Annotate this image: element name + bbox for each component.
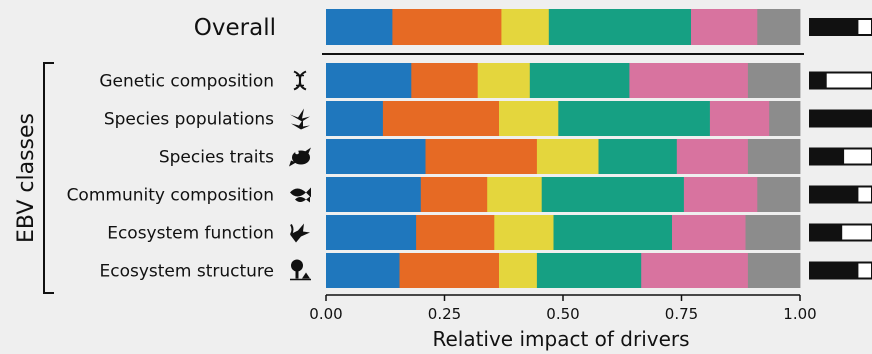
x-tick-label: 0.75 bbox=[665, 305, 698, 323]
ecosystem-function-segment-4 bbox=[553, 215, 673, 250]
species-populations-segment-1 bbox=[326, 101, 384, 136]
x-tick-label: 0.25 bbox=[428, 305, 461, 323]
row-ecosystem-function: Ecosystem function bbox=[107, 215, 801, 250]
row-label-species-populations: Species populations bbox=[104, 110, 274, 130]
community-composition-segment-2 bbox=[420, 177, 488, 212]
ecosystem-function-segment-5 bbox=[672, 215, 746, 250]
ebv-bracket bbox=[43, 62, 54, 294]
ecosystem-structure-segment-6 bbox=[747, 253, 801, 288]
birds-icon bbox=[290, 108, 310, 130]
genetic-composition-segment-3 bbox=[477, 63, 531, 98]
ecosystem-function-indicator-fill bbox=[810, 224, 843, 241]
ecosystem-structure-segment-4 bbox=[536, 253, 642, 288]
overall-segment-2 bbox=[392, 9, 502, 45]
species-traits-indicator-fill bbox=[810, 148, 845, 165]
ecosystem-function-segment-6 bbox=[745, 215, 801, 250]
species-populations-segment-5 bbox=[709, 101, 770, 136]
community-composition-segment-3 bbox=[487, 177, 543, 212]
species-populations-indicator-fill bbox=[810, 110, 872, 127]
species-traits-segment-1 bbox=[326, 139, 426, 174]
rows-group: Genetic composition Species populations Sp… bbox=[67, 63, 801, 288]
fish-group-icon bbox=[290, 187, 311, 203]
species-traits-segment-6 bbox=[747, 139, 801, 174]
bird-plant-icon bbox=[290, 223, 310, 243]
y-axis-label: EBV classes bbox=[14, 113, 39, 243]
overall-segment-1 bbox=[326, 9, 393, 45]
overall-segment-5 bbox=[691, 9, 758, 45]
dna-icon bbox=[293, 70, 307, 91]
ecosystem-structure-segment-1 bbox=[326, 253, 400, 288]
community-composition-segment-5 bbox=[683, 177, 758, 212]
x-tick-label: 0.00 bbox=[309, 305, 342, 323]
ecosystem-structure-segment-5 bbox=[641, 253, 749, 288]
overall-indicator-fill bbox=[810, 19, 859, 35]
species-populations-segment-6 bbox=[769, 101, 801, 136]
row-ecosystem-structure: Ecosystem structure bbox=[100, 253, 801, 288]
ecosystem-function-segment-3 bbox=[494, 215, 554, 250]
community-composition-segment-1 bbox=[326, 177, 422, 212]
overall-group: Overall bbox=[194, 9, 801, 45]
community-composition-segment-4 bbox=[541, 177, 685, 212]
row-species-traits: Species traits bbox=[159, 139, 801, 174]
species-traits-segment-5 bbox=[676, 139, 749, 174]
overall-segment-6 bbox=[757, 9, 801, 45]
species-populations-segment-3 bbox=[499, 101, 559, 136]
genetic-composition-segment-5 bbox=[629, 63, 749, 98]
genetic-composition-segment-2 bbox=[411, 63, 479, 98]
ecosystem-function-segment-2 bbox=[416, 215, 495, 250]
community-composition-segment-6 bbox=[757, 177, 801, 212]
species-traits-segment-3 bbox=[536, 139, 599, 174]
row-label-species-traits: Species traits bbox=[159, 148, 274, 168]
row-label-ecosystem-function: Ecosystem function bbox=[107, 224, 274, 244]
overall-segment-4 bbox=[548, 9, 692, 45]
genetic-composition-segment-1 bbox=[326, 63, 412, 98]
overall-segment-3 bbox=[501, 9, 550, 45]
ecosystem-structure-segment-3 bbox=[499, 253, 538, 288]
x-tick-label: 1.00 bbox=[783, 305, 816, 323]
frog-icon bbox=[289, 147, 311, 167]
ecosystem-function-segment-1 bbox=[326, 215, 417, 250]
species-populations-segment-4 bbox=[558, 101, 711, 136]
genetic-composition-segment-4 bbox=[529, 63, 630, 98]
species-populations-segment-2 bbox=[382, 101, 500, 136]
x-axis-label: Relative impact of drivers bbox=[432, 327, 689, 351]
row-genetic-composition: Genetic composition bbox=[99, 63, 801, 98]
x-tick-label: 0.50 bbox=[546, 305, 579, 323]
overall-label: Overall bbox=[194, 15, 276, 41]
ecosystem-structure-indicator-fill bbox=[810, 262, 859, 279]
row-species-populations: Species populations bbox=[104, 101, 801, 136]
indicator-group bbox=[809, 18, 872, 280]
row-label-community-composition: Community composition bbox=[67, 186, 274, 206]
x-axis: 0.00 0.25 0.50 0.75 1.00 bbox=[309, 294, 817, 323]
ecosystem-structure-segment-2 bbox=[399, 253, 500, 288]
species-traits-segment-2 bbox=[425, 139, 538, 174]
row-label-ecosystem-structure: Ecosystem structure bbox=[100, 262, 275, 282]
row-label-genetic-composition: Genetic composition bbox=[99, 72, 274, 92]
row-community-composition: Community composition bbox=[67, 177, 801, 212]
tree-icon bbox=[290, 259, 311, 281]
species-traits-segment-4 bbox=[598, 139, 678, 174]
genetic-composition-indicator-fill bbox=[810, 72, 827, 89]
community-composition-indicator-fill bbox=[810, 186, 859, 203]
genetic-composition-segment-6 bbox=[747, 63, 801, 98]
